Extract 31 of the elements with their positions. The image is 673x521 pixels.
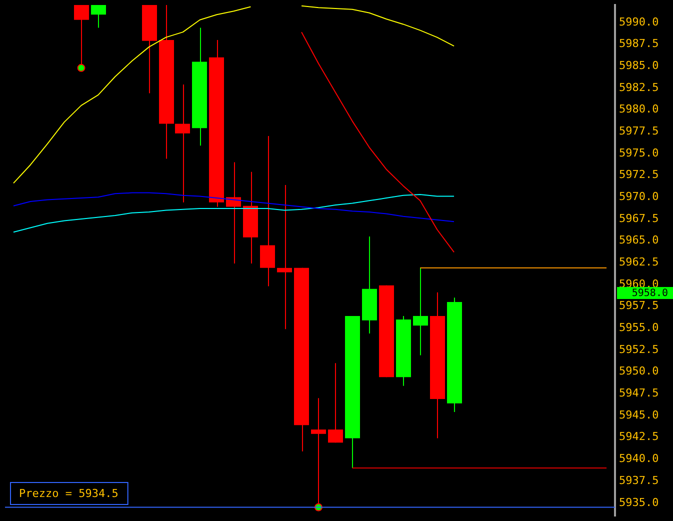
y-tick-label: 5987.5 (619, 37, 659, 50)
candlestick (277, 184, 292, 330)
y-tick-label: 5952.5 (619, 342, 659, 356)
y-tick-label: 5970.0 (619, 190, 659, 204)
candlestick (260, 136, 275, 287)
y-tick-label: 5957.5 (619, 299, 659, 312)
y-tick-label: 5947.5 (619, 386, 659, 400)
y-tick-label: 5967.5 (619, 212, 659, 225)
y-tick-label: 5945.0 (619, 408, 659, 422)
y-tick-label: 5955.0 (619, 321, 659, 334)
y-tick-label: 5940.0 (619, 452, 659, 466)
y-tick-label: 5975.0 (619, 146, 659, 160)
text: 5958.0 (632, 288, 668, 300)
y-tick-label: 5980.0 (619, 102, 659, 116)
y-tick-label: 5950.0 (619, 364, 659, 378)
y-tick-label: 5990.0 (619, 15, 659, 28)
candlestick (226, 162, 241, 264)
y-tick-label: 5937.5 (619, 474, 659, 487)
candlestick (328, 362, 343, 444)
candlestick (413, 267, 428, 356)
ref-line-label: Prezzo = 5934.5 (19, 486, 118, 500)
candlestick (91, 5, 106, 28)
y-tick-label: 5935.0 (619, 496, 659, 509)
y-tick-label: 5977.5 (619, 124, 659, 138)
y-tick-label: 5985.0 (619, 59, 659, 72)
y-tick-label: 5942.5 (619, 430, 659, 444)
candlestick (175, 84, 190, 203)
y-tick-label: 5962.5 (619, 256, 659, 269)
y-tick-label: 5982.5 (619, 80, 659, 94)
y-tick-label: 5965.0 (619, 234, 659, 247)
y-tick-label: 5972.5 (619, 168, 659, 182)
